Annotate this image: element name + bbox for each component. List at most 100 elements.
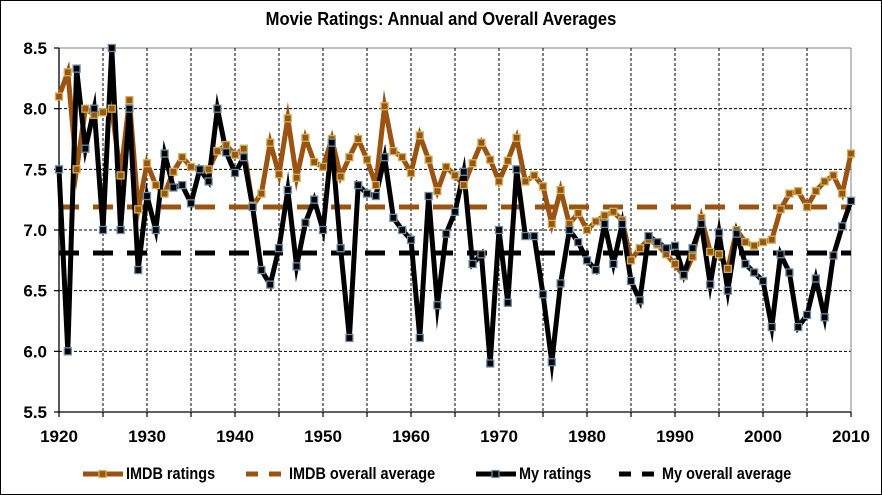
my-ratings-point bbox=[802, 310, 812, 320]
my-ratings-point bbox=[327, 138, 336, 147]
my-ratings-point bbox=[389, 213, 398, 223]
my-ratings-point bbox=[556, 279, 565, 288]
my-ratings-point bbox=[521, 231, 530, 241]
my-ratings-point bbox=[292, 262, 301, 271]
imdb-ratings-point bbox=[547, 219, 556, 229]
my-ratings-point bbox=[116, 225, 125, 235]
imdb-ratings-point bbox=[767, 235, 776, 244]
my-ratings-point bbox=[582, 256, 592, 265]
imdb-ratings-point bbox=[345, 153, 354, 162]
my-ratings-point bbox=[230, 168, 240, 178]
my-ratings-point bbox=[98, 225, 108, 235]
imdb-ratings-point bbox=[811, 187, 820, 196]
my-ratings-point bbox=[794, 322, 803, 332]
my-ratings-point bbox=[90, 104, 99, 113]
imdb-ratings-point bbox=[230, 150, 240, 159]
imdb-ratings-point bbox=[838, 189, 847, 198]
imdb-ratings-point bbox=[433, 187, 442, 196]
my-ratings-point bbox=[670, 241, 680, 250]
legend-label: IMDB ratings bbox=[126, 464, 216, 483]
imdb-ratings-point bbox=[354, 134, 363, 144]
imdb-ratings-point bbox=[54, 92, 64, 101]
y-tick-label: 5.5 bbox=[23, 403, 47, 422]
imdb-ratings-point bbox=[310, 157, 319, 167]
my-ratings-point bbox=[776, 250, 785, 259]
imdb-ratings-point bbox=[626, 256, 636, 265]
imdb-ratings-point bbox=[160, 189, 169, 198]
legend-swatch-my-ratings bbox=[475, 469, 516, 479]
my-ratings-point bbox=[442, 229, 451, 238]
my-ratings-point bbox=[345, 333, 354, 343]
imdb-ratings-point bbox=[257, 189, 266, 198]
imdb-ratings-point bbox=[213, 146, 222, 156]
legend-item-my-overall-average: My overall average bbox=[618, 464, 800, 484]
series-markers bbox=[54, 43, 856, 368]
imdb-ratings-point bbox=[459, 180, 468, 190]
my-ratings-point bbox=[433, 301, 442, 310]
my-ratings-point bbox=[838, 222, 847, 231]
axes bbox=[54, 47, 852, 417]
imdb-ratings-point bbox=[794, 187, 803, 196]
imdb-ratings-point bbox=[503, 156, 512, 165]
my-ratings-point bbox=[538, 290, 548, 299]
my-ratings-point bbox=[72, 64, 81, 73]
legend-item-my-ratings: My ratings bbox=[475, 464, 591, 484]
imdb-ratings-point bbox=[785, 189, 794, 198]
my-ratings-point bbox=[820, 313, 829, 322]
my-ratings-point bbox=[732, 229, 741, 238]
y-tick-label: 8.0 bbox=[23, 100, 47, 119]
imdb-ratings-point bbox=[222, 140, 231, 150]
imdb-ratings-point bbox=[494, 177, 504, 186]
imdb-ratings-point bbox=[538, 182, 548, 191]
imdb-ratings-point bbox=[362, 155, 372, 164]
my-ratings-point bbox=[142, 191, 152, 201]
my-ratings-point bbox=[609, 259, 618, 269]
imdb-ratings-point bbox=[512, 133, 521, 142]
imdb-ratings-point bbox=[609, 207, 618, 216]
my-ratings-point bbox=[547, 358, 556, 367]
my-ratings-point bbox=[635, 296, 644, 305]
my-ratings-point bbox=[81, 144, 90, 153]
imdb-ratings-point bbox=[486, 155, 495, 164]
imdb-ratings-point bbox=[556, 185, 565, 195]
my-ratings-point bbox=[125, 104, 134, 113]
imdb-ratings-point bbox=[398, 153, 407, 162]
my-ratings-point bbox=[846, 196, 856, 206]
my-ratings-point bbox=[318, 225, 328, 235]
imdb-ratings-point bbox=[301, 133, 310, 142]
my-ratings-point bbox=[618, 219, 627, 229]
imdb-ratings-point bbox=[178, 153, 187, 162]
y-tick-label: 7.0 bbox=[23, 221, 47, 240]
imdb-ratings-point bbox=[600, 211, 609, 220]
my-ratings-point bbox=[398, 225, 407, 235]
imdb-ratings-point bbox=[389, 146, 398, 156]
imdb-ratings-point bbox=[706, 247, 715, 256]
my-ratings-point bbox=[741, 259, 750, 269]
imdb-ratings-point bbox=[477, 138, 486, 147]
imdb-ratings-point bbox=[846, 149, 856, 158]
imdb-ratings-point bbox=[758, 237, 768, 247]
my-ratings-point bbox=[134, 265, 143, 275]
imdb-ratings-point bbox=[204, 165, 213, 174]
my-ratings-point bbox=[266, 280, 275, 289]
my-ratings-point bbox=[503, 298, 512, 307]
imdb-ratings-point bbox=[750, 241, 759, 250]
imdb-ratings-point bbox=[591, 217, 600, 226]
imdb-ratings-point bbox=[820, 177, 829, 186]
imdb-ratings-point bbox=[670, 259, 680, 269]
my-ratings-point bbox=[574, 237, 583, 247]
my-ratings-point bbox=[767, 322, 776, 332]
x-tick-label: 1980 bbox=[568, 427, 606, 446]
my-ratings-point bbox=[785, 268, 794, 277]
my-ratings-point bbox=[186, 199, 196, 208]
my-ratings-point bbox=[362, 189, 372, 198]
imdb-ratings-point bbox=[274, 170, 284, 179]
imdb-ratings-point bbox=[415, 131, 424, 140]
my-ratings-point bbox=[310, 195, 319, 204]
my-ratings-point bbox=[195, 165, 204, 174]
my-ratings-point bbox=[151, 225, 160, 235]
imdb-ratings-point bbox=[723, 264, 732, 273]
imdb-ratings-point bbox=[521, 177, 530, 186]
y-tick-label: 6.0 bbox=[23, 342, 47, 361]
